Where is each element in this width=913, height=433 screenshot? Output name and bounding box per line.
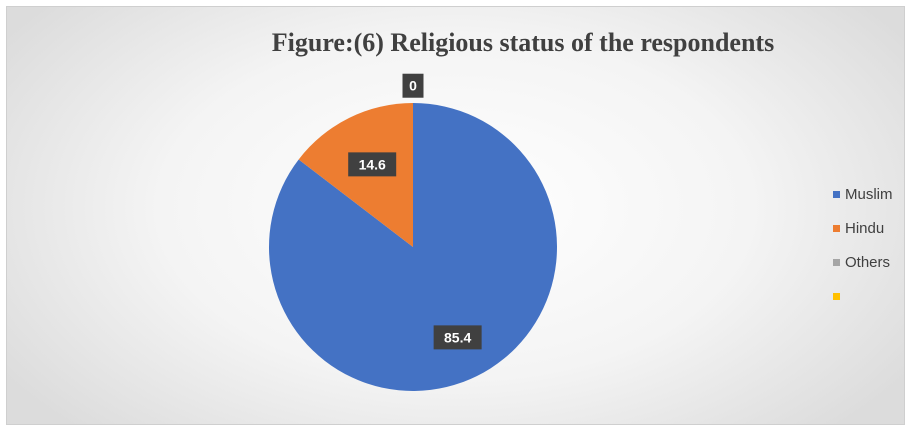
data-label-box [402,73,424,98]
legend-swatch [833,293,840,300]
legend-item-muslim: Muslim [833,186,893,203]
data-labels: 85.4 14.6 0 [348,73,482,350]
data-label: 85.4 [433,325,482,350]
legend-item-others: Others [833,254,890,271]
chart-title: Figure:(6) Religious status of the respo… [272,28,774,57]
data-label: 14.6 [348,152,397,177]
pie-chart: Figure:(6) Religious status of the respo… [269,28,893,391]
data-label-box [348,152,397,177]
data-label-text: 85.4 [444,329,471,345]
pie-slices [269,103,557,391]
legend-swatch [833,191,840,198]
legend-swatch [833,259,840,266]
legend-label: Muslim [845,186,893,203]
legend-label: Others [845,254,890,271]
legend-item-hindu: Hindu [833,220,884,237]
chart-area: Figure:(6) Religious status of the respo… [6,6,905,425]
legend-swatch [833,225,840,232]
data-label-box [433,325,482,350]
legend-label: Hindu [845,220,884,237]
legend-item-unlabeled [833,293,840,300]
legend: Muslim Hindu Others [833,186,893,300]
data-label-text: 14.6 [359,156,386,172]
data-label: 0 [402,73,424,98]
data-label-text: 0 [409,78,417,94]
